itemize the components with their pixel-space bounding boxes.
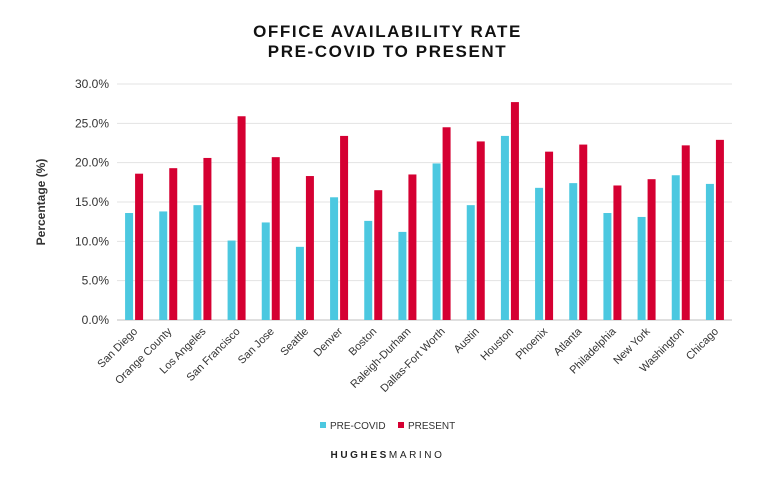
bar-present [340, 135, 349, 320]
y-tick-label: 30.0% [75, 77, 109, 91]
bar-present [271, 157, 280, 320]
bar-pre-covid [535, 187, 544, 320]
bar-present [715, 139, 724, 320]
y-axis-label: Percentage (%) [34, 159, 48, 246]
x-tick-label: Denver [312, 325, 346, 359]
bar-pre-covid [500, 135, 509, 320]
x-tick-label: Austin [452, 326, 482, 356]
x-tick-label: Dallas-Fort Worth [378, 326, 447, 395]
bar-present [135, 173, 144, 320]
bar-pre-covid [705, 183, 714, 320]
bar-present [579, 144, 588, 320]
bar-pre-covid [125, 213, 134, 320]
x-tick-label: San Jose [236, 326, 277, 367]
bar-present [442, 127, 451, 321]
brand-part-hughes: HUGHES [330, 450, 389, 461]
y-tick-label: 0.0% [82, 313, 110, 327]
x-tick-label: Raleigh-Durham [348, 326, 413, 391]
chart-subtitle: PRE-COVID TO PRESENT [267, 42, 508, 61]
bar-pre-covid [261, 222, 270, 320]
brand-part-marino: MARINO [388, 450, 445, 461]
x-tick-label: Boston [347, 326, 380, 359]
x-tick-label: Atlanta [552, 325, 585, 358]
y-tick-label: 15.0% [75, 195, 109, 209]
x-tick-label: Houston [479, 326, 516, 363]
bar-pre-covid [295, 246, 304, 320]
bar-pre-covid [432, 163, 441, 320]
y-tick-label: 10.0% [75, 234, 109, 248]
bar-pre-covid [227, 240, 236, 320]
y-tick-label: 25.0% [75, 116, 109, 130]
bar-pre-covid [466, 205, 475, 320]
legend-label: PRE-COVID [330, 421, 386, 432]
x-tick-label: Phoenix [514, 325, 551, 362]
y-tick-label: 20.0% [75, 156, 109, 170]
legend-swatch [398, 422, 404, 428]
bar-present [681, 145, 690, 320]
legend-swatch [320, 422, 326, 428]
brand-logo: HUGHESMARINO [0, 450, 775, 461]
bar-pre-covid [637, 216, 646, 320]
bar-present [510, 102, 519, 321]
bar-present [613, 185, 622, 320]
x-tick-label: Seattle [278, 326, 311, 359]
bar-pre-covid [398, 231, 407, 320]
chart-title: OFFICE AVAILABILITY RATE [253, 22, 522, 41]
bar-pre-covid [671, 175, 680, 320]
bar-pre-covid [569, 183, 578, 320]
bar-present [545, 151, 554, 320]
x-tick-label: Chicago [684, 326, 721, 363]
bar-pre-covid [193, 205, 202, 320]
bar-present [203, 157, 212, 320]
bar-present [408, 174, 417, 320]
bar-present [237, 116, 246, 321]
legend-label: PRESENT [408, 421, 455, 432]
bar-present [169, 168, 178, 320]
bar-pre-covid [330, 197, 339, 320]
bar-present [374, 190, 383, 320]
bar-present [476, 141, 485, 320]
y-tick-label: 5.0% [82, 274, 110, 288]
bar-present [647, 179, 656, 320]
bar-present [305, 176, 314, 320]
bar-pre-covid [159, 211, 168, 320]
bar-pre-covid [364, 220, 373, 320]
bar-pre-covid [603, 213, 612, 320]
